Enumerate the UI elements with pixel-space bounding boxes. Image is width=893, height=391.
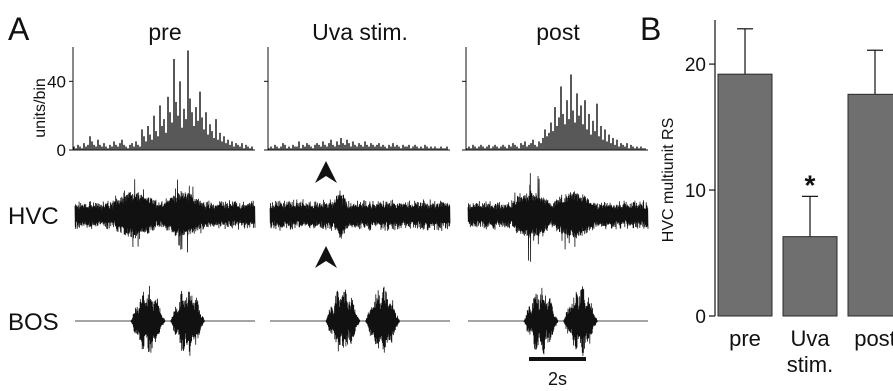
- panel-b-letter: B: [640, 11, 661, 47]
- histogram-y-tick-label: 40: [47, 72, 66, 91]
- condition-titles: pre Uva stim. post: [148, 19, 580, 45]
- bos-trace-0: [75, 285, 255, 356]
- bar-2: [847, 93, 893, 317]
- bos-traces: BOS: [8, 285, 648, 356]
- panel-a-letter: A: [8, 11, 30, 47]
- stim-arrowhead-up: [315, 161, 337, 183]
- histogram-y-axis-label: units/bin: [32, 78, 49, 138]
- bos-trace-2: [468, 286, 648, 356]
- bar-y-tick-label: 20: [685, 55, 706, 76]
- hvc-row-label: HVC: [8, 203, 59, 230]
- hvc-traces: HVC: [8, 161, 649, 268]
- bar-category-label: post: [854, 326, 893, 351]
- histogram-0: 0 40: [47, 47, 255, 160]
- hvc-trace-0: [74, 179, 256, 253]
- condition-title: Uva stim.: [312, 19, 408, 45]
- stim-arrowhead-up: [315, 246, 337, 268]
- bos-trace-1: [270, 286, 450, 353]
- significance-marker: *: [805, 169, 816, 200]
- histogram-1: [264, 47, 450, 151]
- histogram-2: [462, 47, 648, 151]
- bar-category-label: Uva: [790, 326, 830, 351]
- bar-1: [782, 236, 838, 317]
- bos-row-label: BOS: [8, 309, 59, 336]
- bar-category-label: pre: [729, 326, 761, 351]
- hvc-trace-2: [467, 173, 649, 262]
- bar-y-tick-label: 0: [695, 307, 706, 328]
- scale-bar-label: 2s: [548, 369, 567, 389]
- condition-title: post: [536, 19, 580, 45]
- scale-bar: 2s: [529, 357, 586, 389]
- bar-0: [717, 73, 773, 317]
- bar-y-tick-label: 10: [685, 181, 706, 202]
- bar-category-label: stim.: [787, 352, 833, 377]
- condition-title: pre: [148, 19, 181, 45]
- bar-y-axis-label: HVC multiunit RS: [660, 118, 677, 242]
- hvc-trace-1: [269, 190, 451, 239]
- histogram-y-tick-label: 0: [57, 141, 66, 160]
